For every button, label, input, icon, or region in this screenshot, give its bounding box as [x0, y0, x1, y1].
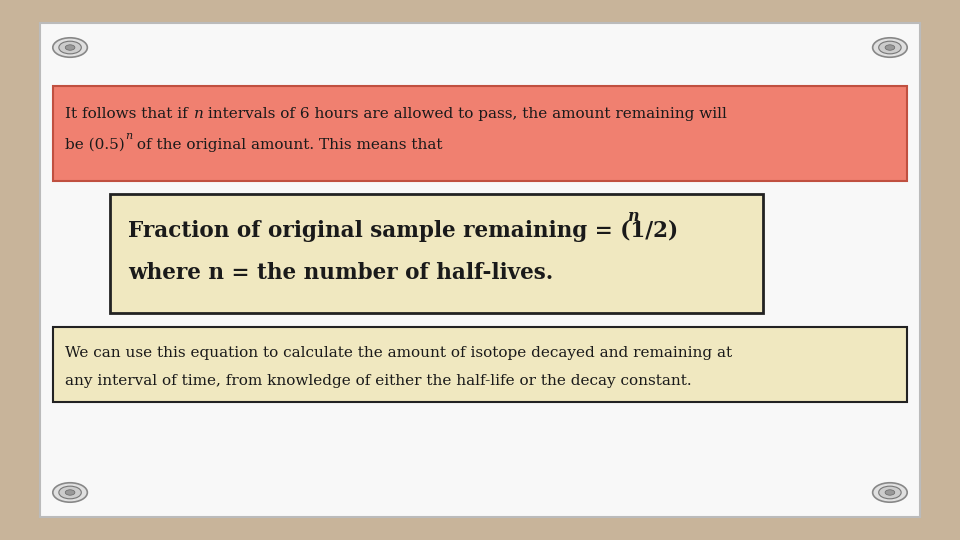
Circle shape — [59, 41, 82, 54]
Circle shape — [885, 490, 895, 495]
Text: any interval of time, from knowledge of either the half-life or the decay consta: any interval of time, from knowledge of … — [65, 374, 692, 388]
Text: of the original amount. This means that: of the original amount. This means that — [132, 138, 443, 152]
Text: We can use this equation to calculate the amount of isotope decayed and remainin: We can use this equation to calculate th… — [65, 346, 732, 360]
Circle shape — [878, 41, 901, 54]
FancyBboxPatch shape — [110, 194, 763, 313]
Circle shape — [873, 38, 907, 57]
Circle shape — [885, 45, 895, 50]
Text: intervals of 6 hours are allowed to pass, the amount remaining will: intervals of 6 hours are allowed to pass… — [203, 107, 727, 121]
Text: where n = the number of half-lives.: where n = the number of half-lives. — [128, 262, 553, 284]
Text: It follows that if: It follows that if — [65, 107, 193, 121]
Circle shape — [59, 486, 82, 499]
Text: n: n — [627, 208, 638, 225]
Circle shape — [873, 483, 907, 502]
Circle shape — [65, 45, 75, 50]
Circle shape — [53, 483, 87, 502]
Circle shape — [53, 38, 87, 57]
Circle shape — [878, 486, 901, 499]
Text: be (0.5): be (0.5) — [65, 138, 125, 152]
Text: n: n — [194, 107, 204, 121]
FancyBboxPatch shape — [53, 327, 907, 402]
Text: Fraction of original sample remaining = (1/2): Fraction of original sample remaining = … — [128, 220, 678, 242]
FancyBboxPatch shape — [40, 23, 920, 517]
Circle shape — [65, 490, 75, 495]
Text: n: n — [125, 131, 132, 141]
FancyBboxPatch shape — [53, 86, 907, 181]
